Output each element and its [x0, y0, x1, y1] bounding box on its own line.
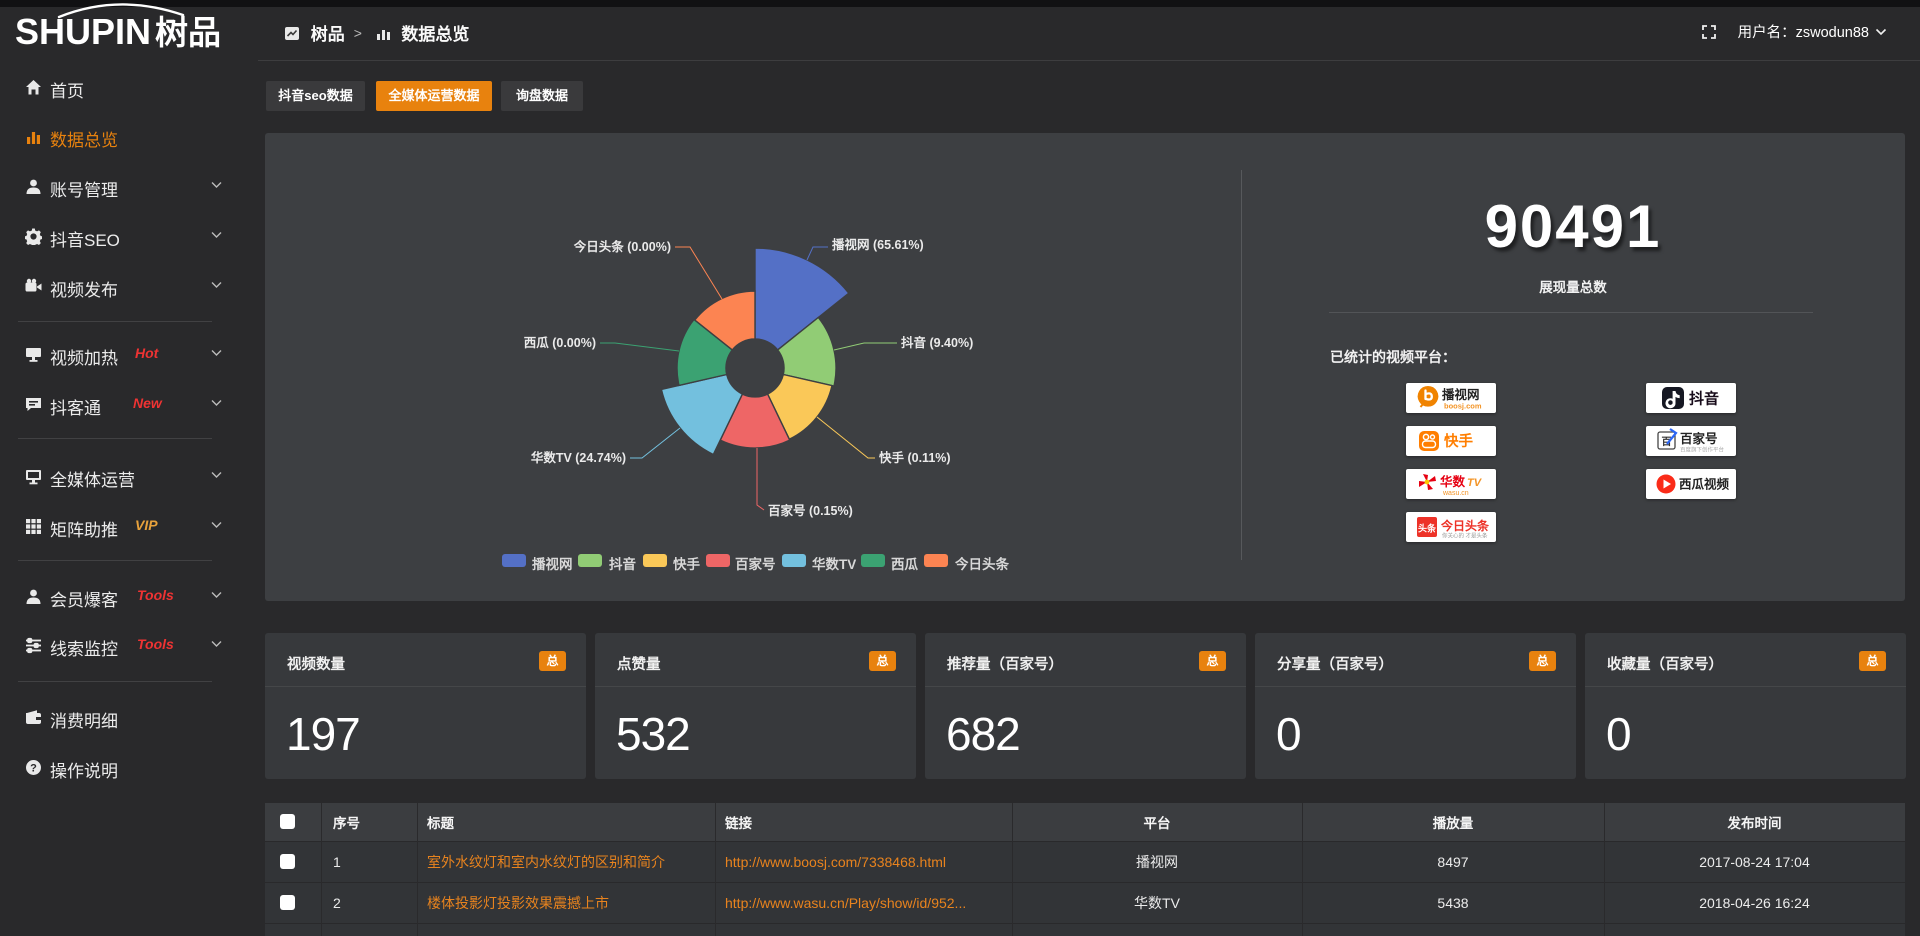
svg-text:今日头条: 今日头条: [1440, 518, 1490, 533]
svg-text:头条: 头条: [1418, 523, 1437, 534]
svg-text:快手 (0.11%): 快手 (0.11%): [879, 450, 951, 465]
svg-text:SHUPIN: SHUPIN: [15, 11, 151, 51]
svg-text:播视网 (65.61%): 播视网 (65.61%): [832, 237, 924, 252]
svg-text:今日头条 (0.00%): 今日头条 (0.00%): [573, 239, 671, 254]
svg-text:树品: 树品: [155, 14, 221, 51]
svg-text:百: 百: [1662, 436, 1672, 448]
svg-text:TV: TV: [1467, 477, 1483, 489]
svg-text:你关心的 才是头条: 你关心的 才是头条: [1442, 532, 1488, 540]
svg-text:快手: 快手: [1444, 432, 1473, 450]
svg-text:百家号: 百家号: [1680, 431, 1718, 446]
svg-text:boosj.com: boosj.com: [1444, 402, 1482, 411]
svg-text:百度旗下创作平台: 百度旗下创作平台: [1680, 446, 1725, 454]
svg-text:华数: 华数: [1440, 474, 1466, 489]
svg-text:抖音: 抖音: [1689, 390, 1719, 408]
svg-text:百家号 (0.15%): 百家号 (0.15%): [768, 503, 853, 518]
svg-text:播视网: 播视网: [1442, 387, 1480, 402]
svg-text:?: ?: [30, 763, 37, 775]
svg-text:抖音 (9.40%): 抖音 (9.40%): [901, 335, 973, 350]
svg-text:wasu.cn: wasu.cn: [1442, 490, 1469, 497]
svg-text:华数TV (24.74%): 华数TV (24.74%): [531, 450, 626, 465]
svg-text:西瓜视频: 西瓜视频: [1679, 477, 1730, 492]
svg-text:西瓜 (0.00%): 西瓜 (0.00%): [524, 336, 596, 350]
